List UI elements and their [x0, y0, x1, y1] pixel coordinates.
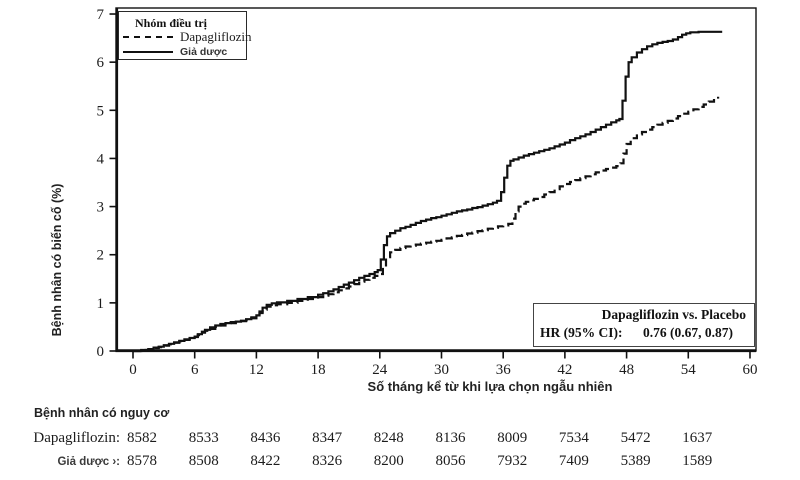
x-axis-title: Số tháng kể từ khi lựa chọn ngẫu nhiên	[367, 379, 613, 394]
svg-text:60: 60	[742, 362, 757, 378]
svg-text:36: 36	[496, 362, 512, 378]
legend-entry-dapagliflozin: Dapagliflozin	[123, 29, 252, 44]
svg-text:1: 1	[97, 296, 105, 312]
svg-text:0: 0	[97, 344, 105, 360]
risk-row-dapagliflozin: Dapagliflozin: 8582 8533 8436 8347 8248 8136 8…	[0, 430, 800, 448]
risk-count: 8422	[250, 453, 281, 469]
legend-box: Nhóm điều trị Dapagliflozin Giả dược	[118, 11, 251, 60]
legend-label: Giả dược	[180, 46, 228, 58]
svg-text:42: 42	[557, 362, 572, 378]
risk-count: 8578	[127, 453, 157, 469]
risk-count: 1589	[682, 453, 713, 469]
risk-row-placebo: Giả dược ›: 8578 8508 8422 8326 8200 8056 7932…	[0, 453, 800, 471]
hazard-ratio-box: Dapagliflozin vs. Placebo HR (95% CI): 0…	[533, 303, 755, 347]
risk-count: 8200	[373, 453, 404, 469]
risk-count: 8533	[188, 430, 219, 446]
svg-text:7: 7	[97, 7, 105, 23]
svg-text:3: 3	[97, 200, 105, 216]
svg-text:5: 5	[97, 103, 105, 119]
svg-text:24: 24	[372, 362, 388, 378]
risk-count: 8508	[188, 453, 219, 469]
svg-text:4: 4	[97, 151, 105, 167]
dashed-line-sample-icon	[123, 36, 173, 38]
risk-count: 8347	[312, 430, 343, 446]
svg-text:12: 12	[249, 362, 264, 378]
risk-count: 8056	[435, 453, 466, 469]
risk-count: 8582	[127, 430, 157, 446]
risk-count: 5389	[620, 453, 651, 469]
risk-row-label: Giả dược ›:	[57, 456, 120, 468]
hr-value: 0.76 (0.67, 0.87)	[643, 325, 733, 340]
legend-title: Nhóm điều trị	[135, 16, 207, 30]
svg-text:30: 30	[434, 362, 449, 378]
svg-text:48: 48	[619, 362, 634, 378]
risk-count: 7932	[497, 453, 528, 469]
svg-text:6: 6	[191, 362, 199, 378]
risk-row-label: Dapagliflozin:	[33, 430, 120, 446]
legend-label: Dapagliflozin	[180, 29, 252, 44]
risk-count: 8436	[250, 430, 281, 446]
svg-text:54: 54	[681, 362, 697, 378]
y-axis-title: Bệnh nhân có biến cố (%)	[50, 183, 64, 337]
risk-count: 8326	[312, 453, 343, 469]
risk-count: 8248	[373, 430, 404, 446]
legend-entry-placebo: Giả dược	[123, 46, 227, 58]
risk-count: 7409	[558, 453, 589, 469]
risk-count: 7534	[558, 430, 589, 446]
risk-count: 1637	[682, 430, 713, 446]
risk-count: 5472	[620, 430, 651, 446]
risk-table-title: Bệnh nhân có nguy cơ	[34, 406, 170, 420]
risk-count: 8136	[435, 430, 466, 446]
svg-text:0: 0	[129, 362, 137, 378]
svg-text:6: 6	[97, 55, 105, 71]
svg-text:2: 2	[97, 248, 105, 264]
risk-count: 8009	[497, 430, 528, 446]
svg-text:18: 18	[311, 362, 326, 378]
hr-label: HR (95% CI):	[540, 325, 623, 340]
hr-comparison-text: Dapagliflozin vs. Placebo	[601, 307, 746, 322]
solid-line-sample-icon	[123, 51, 173, 53]
